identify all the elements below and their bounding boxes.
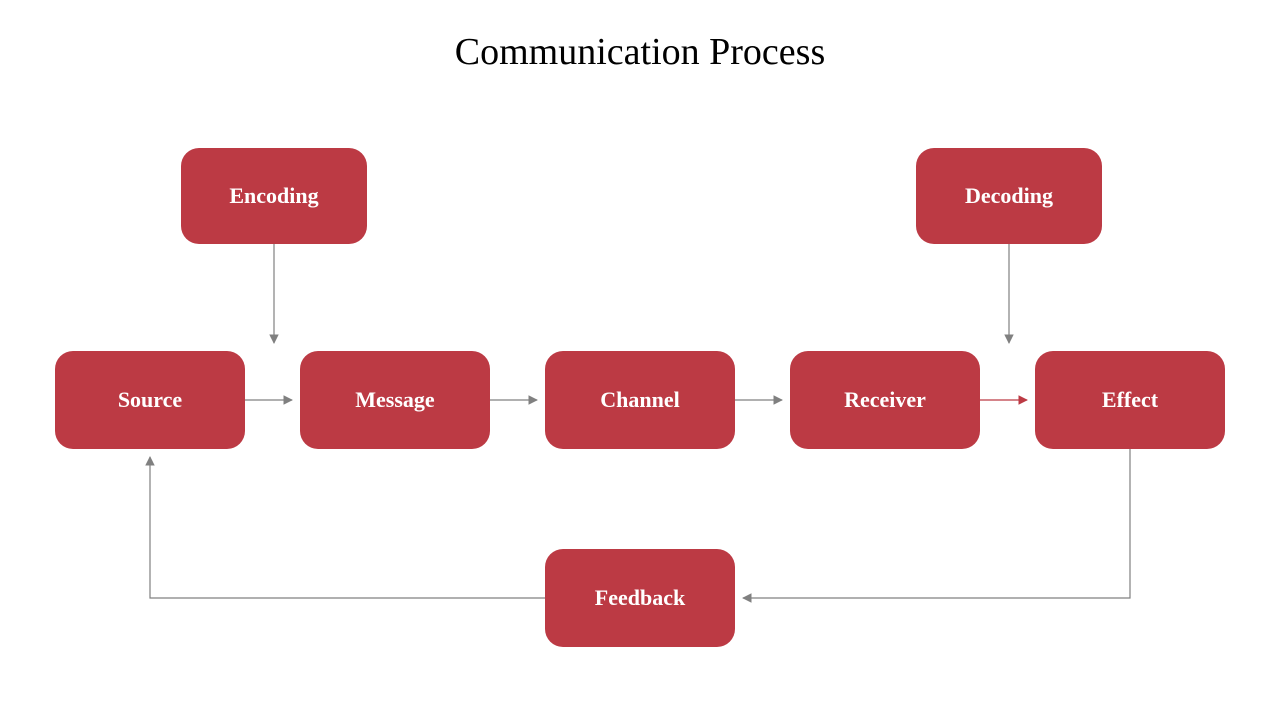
node-feedback: Feedback [545, 549, 735, 647]
edge-6 [743, 449, 1130, 598]
node-label: Message [355, 387, 434, 413]
node-effect: Effect [1035, 351, 1225, 449]
node-source: Source [55, 351, 245, 449]
node-label: Feedback [595, 585, 685, 611]
node-label: Receiver [844, 387, 926, 413]
node-label: Decoding [965, 183, 1053, 209]
edge-7 [150, 457, 545, 598]
node-message: Message [300, 351, 490, 449]
node-encoding: Encoding [181, 148, 367, 244]
node-label: Channel [600, 387, 679, 413]
page-title: Communication Process [0, 30, 1280, 74]
node-label: Source [118, 387, 182, 413]
node-label: Effect [1102, 387, 1158, 413]
node-channel: Channel [545, 351, 735, 449]
node-decoding: Decoding [916, 148, 1102, 244]
node-receiver: Receiver [790, 351, 980, 449]
node-label: Encoding [229, 183, 318, 209]
